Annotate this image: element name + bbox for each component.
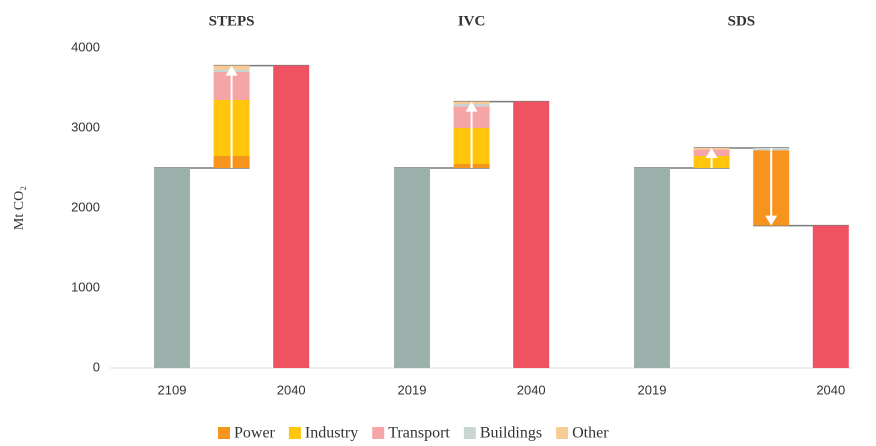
start-bar xyxy=(394,168,430,368)
end-bar xyxy=(273,65,310,368)
arrow-head xyxy=(765,215,778,226)
arrow-head xyxy=(465,101,478,112)
panel-title: SDS xyxy=(728,13,756,29)
y-tick-label: 4000 xyxy=(71,39,100,54)
y-tick-label: 3000 xyxy=(71,119,100,134)
start-bar xyxy=(634,168,670,368)
legend-swatch xyxy=(218,427,230,439)
legend-swatch xyxy=(463,427,476,439)
legend-swatch xyxy=(372,427,385,439)
x-tick-label: 2019 xyxy=(638,382,667,397)
x-tick-label: 2040 xyxy=(277,382,306,397)
y-tick-label: 0 xyxy=(93,359,100,374)
x-tick-label: 2040 xyxy=(816,382,845,397)
legend-label: Industry xyxy=(305,425,358,442)
legend-label: Transport xyxy=(388,425,450,442)
start-bar xyxy=(154,168,190,368)
end-bar xyxy=(812,225,849,368)
y-tick-label: 1000 xyxy=(71,279,100,294)
y-tick-label: 2000 xyxy=(71,199,100,214)
arrow-head xyxy=(225,65,238,76)
arrow-head xyxy=(705,148,718,158)
x-tick-label: 2040 xyxy=(517,382,546,397)
legend-label: Other xyxy=(572,425,609,442)
legend-swatch xyxy=(556,427,569,439)
panel-title: STEPS xyxy=(209,13,255,29)
end-bar xyxy=(513,101,550,368)
x-tick-label: 2109 xyxy=(158,382,187,397)
x-tick-label: 2019 xyxy=(398,382,427,397)
legend-label: Buildings xyxy=(480,425,542,442)
legend-label: Power xyxy=(234,425,276,442)
y-axis-label: Mt CO₂ xyxy=(12,186,27,230)
legend-swatch xyxy=(288,427,301,439)
panel-title: IVC xyxy=(458,13,486,29)
